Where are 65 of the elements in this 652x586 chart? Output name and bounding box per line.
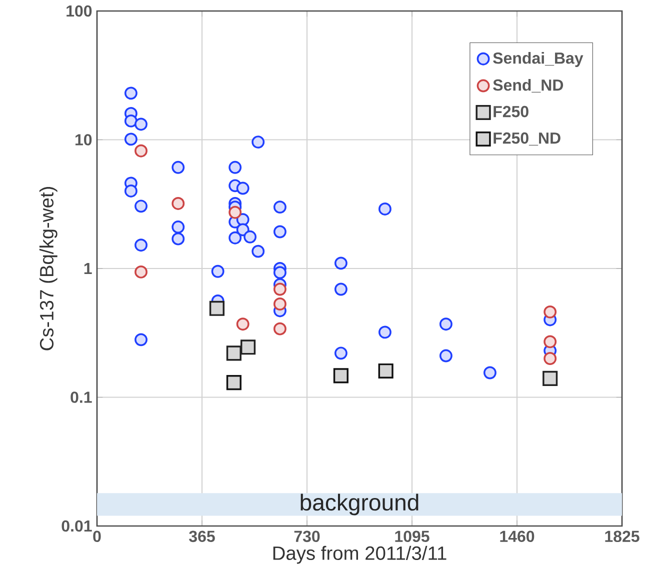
point [124, 132, 138, 146]
point [273, 266, 286, 280]
x-axis-title: Days from 2011/3/11 [273, 546, 446, 564]
point [240, 340, 256, 355]
point [252, 244, 265, 258]
point [134, 144, 148, 158]
point [439, 318, 452, 331]
x-tick-label: 1460 [500, 530, 534, 542]
point [483, 366, 496, 380]
point [172, 220, 185, 234]
point [226, 375, 242, 390]
point [124, 184, 138, 198]
point [134, 238, 148, 252]
y-tick-label: 0.01 [62, 520, 92, 532]
point [334, 256, 348, 270]
point [252, 136, 265, 149]
point [378, 326, 392, 339]
point [172, 160, 185, 174]
point [544, 352, 557, 365]
y-tick-label: 1 [84, 263, 92, 274]
point [236, 182, 250, 195]
point [134, 333, 148, 346]
point [544, 335, 557, 348]
band-label: background [300, 494, 418, 516]
point [544, 305, 557, 318]
point [124, 86, 138, 100]
point [244, 230, 257, 244]
point [228, 231, 242, 244]
point [134, 265, 148, 278]
legend-label: F250_ND [494, 132, 560, 146]
point [124, 114, 138, 128]
point [209, 300, 224, 316]
point [273, 225, 286, 238]
point [172, 232, 185, 246]
legend-label: F250 [494, 106, 528, 118]
y-tick-label: 10 [76, 134, 92, 146]
y-tick-label: 100 [66, 5, 92, 17]
point [334, 346, 348, 360]
x-tick-label: 1825 [605, 530, 640, 542]
y-axis-title: Cs-137 (Bq/kg-wet) [39, 187, 58, 350]
legend-label: Sendai_Bay [493, 52, 584, 67]
x-tick-label: 0 [93, 530, 101, 542]
point [236, 318, 250, 331]
point [228, 160, 242, 174]
point [273, 282, 286, 296]
point [228, 206, 242, 219]
point [333, 368, 348, 384]
x-tick-label: 1095 [395, 530, 430, 542]
point [542, 370, 558, 386]
point [273, 298, 286, 310]
point [134, 200, 148, 213]
point [378, 363, 394, 379]
point [273, 322, 286, 336]
x-tick-label: 730 [294, 530, 320, 542]
legend-label: Send_ND [493, 78, 564, 93]
point [226, 346, 242, 361]
point [172, 197, 185, 210]
point [378, 202, 392, 216]
y-tick-label: 0.1 [70, 392, 92, 403]
point [273, 200, 286, 214]
point [439, 349, 452, 362]
point [134, 118, 148, 131]
point [334, 282, 348, 296]
x-tick-label: 365 [189, 530, 215, 542]
point [211, 264, 224, 278]
